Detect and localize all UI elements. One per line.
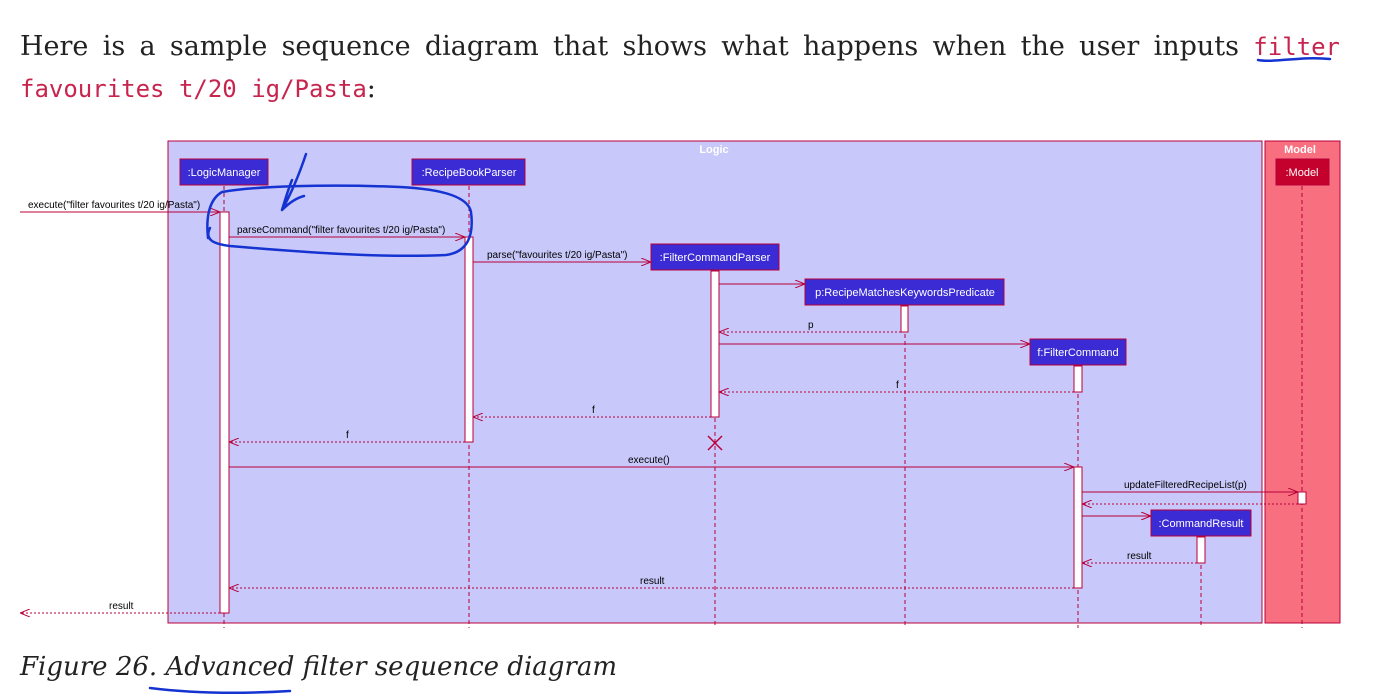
label-return-p: p [808, 320, 814, 331]
intro-suffix: : [366, 73, 376, 104]
participant-recipe-book-parser [411, 158, 526, 186]
activation-filter-command-parser [710, 270, 720, 418]
participant-recipe-book-parser-label: :RecipeBookParser [422, 167, 517, 179]
participant-filter-command [1029, 338, 1127, 366]
label-return-result2: result [640, 576, 665, 587]
label-execute: execute() [628, 455, 670, 466]
participant-command-result [1150, 509, 1252, 537]
activation-command-result [1196, 536, 1206, 564]
participant-logic-manager-label: :LogicManager [188, 167, 261, 179]
participant-predicate-label: p:RecipeMatchesKeywordsPredicate [815, 287, 995, 299]
participant-predicate [804, 278, 1005, 306]
participant-model [1275, 158, 1330, 186]
label-execute-in: execute("filter favourites t/20 ig/Pasta… [28, 200, 200, 211]
label-return-f3: f [346, 430, 349, 441]
annotation-checkmark [280, 152, 308, 212]
activation-model [1297, 491, 1307, 505]
participant-command-result-label: :CommandResult [1159, 518, 1244, 530]
label-return-f2: f [592, 405, 595, 416]
activation-logic-manager [219, 211, 230, 614]
participant-logic-manager [179, 158, 269, 186]
destroy-x-icon [707, 435, 723, 451]
figure-caption: Figure 26. Advanced filter sequence diag… [20, 652, 617, 682]
annotation-caption-underline [148, 686, 292, 694]
annotation-circle [206, 184, 473, 258]
label-return-result1: result [1127, 551, 1152, 562]
intro-text: Here is a sample sequence diagram that s… [20, 31, 1239, 62]
intro-paragraph: Here is a sample sequence diagram that s… [20, 26, 1340, 110]
participant-filter-command-label: f:FilterCommand [1037, 347, 1118, 359]
label-parse-command: parseCommand("filter favourites t/20 ig/… [237, 225, 445, 236]
label-return-result-out: result [109, 601, 134, 612]
model-frame-title: Model [1284, 144, 1316, 156]
label-parse: parse("favourites t/20 ig/Pasta") [487, 250, 628, 261]
participant-model-label: :Model [1285, 167, 1318, 179]
participant-filter-command-parser [650, 243, 780, 271]
activation-filter-command-1 [1073, 365, 1083, 393]
annotation-filter-underline [1256, 57, 1332, 62]
logic-frame-title: Logic [699, 144, 728, 156]
label-update: updateFilteredRecipeList(p) [1124, 480, 1247, 491]
command-code: filter favourites t/20 ig/Pasta [20, 33, 1340, 103]
participant-filter-command-parser-label: :FilterCommandParser [660, 252, 771, 264]
label-return-f1: f [896, 380, 899, 391]
activation-predicate [900, 305, 909, 333]
activation-recipe-book-parser [464, 236, 474, 443]
activation-filter-command-2 [1073, 466, 1083, 589]
